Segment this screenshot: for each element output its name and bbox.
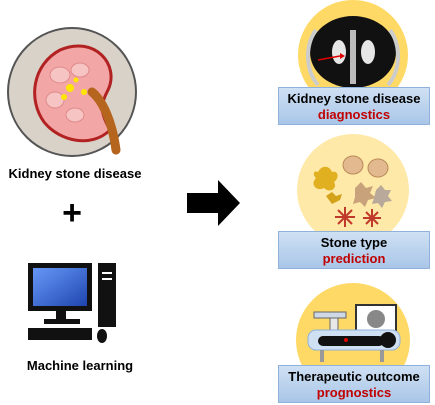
- kidney-label: Kidney stone disease: [8, 166, 142, 181]
- plus-sign: +: [62, 194, 82, 232]
- banner-title: Therapeutic outcome: [288, 369, 420, 384]
- banner-subtitle: prognostics: [316, 385, 392, 400]
- kidney-icon: [7, 27, 137, 157]
- banner-title: Kidney stone disease: [287, 91, 421, 106]
- banner-subtitle: prediction: [322, 251, 386, 266]
- ml-label: Machine learning: [26, 358, 134, 373]
- prediction-banner: Stone type prediction: [278, 231, 430, 269]
- ct-scan-icon: [298, 0, 408, 110]
- right-arrow-icon: [187, 180, 240, 226]
- computer-icon: [28, 263, 116, 343]
- stones-icon: [297, 134, 409, 246]
- diagnostics-banner: Kidney stone disease diagnostics: [278, 87, 430, 125]
- prognostics-banner: Therapeutic outcome prognostics: [278, 365, 430, 403]
- banner-subtitle: diagnostics: [317, 107, 391, 122]
- banner-title: Stone type: [320, 235, 388, 250]
